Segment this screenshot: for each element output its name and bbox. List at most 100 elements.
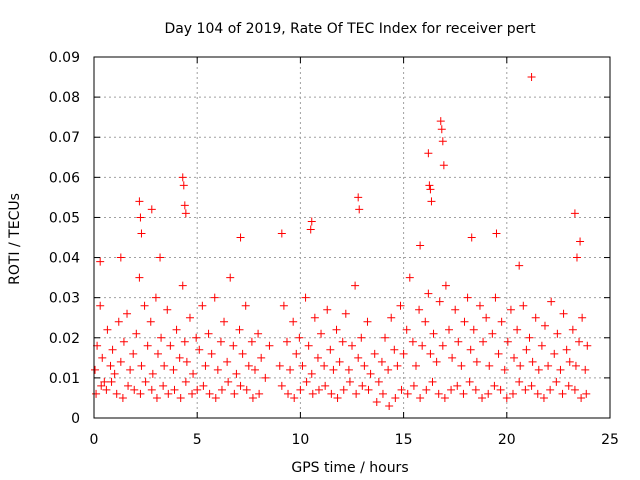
data-point <box>152 393 161 402</box>
data-point <box>527 73 536 82</box>
data-point <box>459 389 468 398</box>
data-point <box>242 385 251 394</box>
data-point <box>506 305 515 314</box>
data-point <box>284 389 293 398</box>
data-point <box>230 389 239 398</box>
data-point <box>147 205 156 214</box>
data-point <box>213 365 222 374</box>
data-point <box>192 333 201 342</box>
plot-frame <box>93 56 611 419</box>
data-point <box>123 309 132 318</box>
data-point <box>510 353 519 362</box>
data-point <box>485 361 494 370</box>
data-point <box>366 369 375 378</box>
data-point <box>98 353 107 362</box>
data-point <box>426 185 435 194</box>
data-point <box>460 317 469 326</box>
data-point <box>370 349 379 358</box>
data-point <box>296 385 305 394</box>
data-point <box>424 289 433 298</box>
y-tick-label: 0.02 <box>49 331 80 347</box>
data-point <box>241 301 250 310</box>
x-tick-label: 20 <box>498 432 516 448</box>
data-point <box>539 393 548 402</box>
data-point <box>396 301 405 310</box>
data-point <box>377 357 386 366</box>
data-point <box>577 393 586 402</box>
y-tick-label: 0.08 <box>49 90 80 106</box>
data-point <box>466 345 475 354</box>
data-point <box>326 345 335 354</box>
data-point <box>102 385 111 394</box>
y-tick-label: 0 <box>71 411 80 427</box>
data-point <box>229 341 238 350</box>
data-point <box>408 337 417 346</box>
data-point <box>107 377 116 386</box>
x-tick-label: 5 <box>193 432 202 448</box>
data-point <box>387 313 396 322</box>
data-point <box>298 361 307 370</box>
data-point <box>553 329 562 338</box>
data-point <box>257 353 266 362</box>
x-tick-label: 0 <box>90 432 99 448</box>
data-point <box>290 393 299 402</box>
data-point <box>329 365 338 374</box>
data-point <box>250 365 259 374</box>
data-point <box>119 337 128 346</box>
data-point <box>166 341 175 350</box>
data-point <box>129 349 138 358</box>
data-point <box>384 365 393 374</box>
data-point <box>354 193 363 202</box>
x-axis-label: GPS time / hours <box>291 460 408 476</box>
data-point <box>157 333 166 342</box>
data-point <box>160 361 169 370</box>
data-point <box>358 381 367 390</box>
data-point <box>438 341 447 350</box>
data-point <box>112 389 121 398</box>
y-tick-label: 0.09 <box>49 50 80 66</box>
data-point <box>454 337 463 346</box>
data-point <box>304 341 313 350</box>
data-point <box>323 305 332 314</box>
data-point <box>199 381 208 390</box>
data-point <box>333 393 342 402</box>
data-point <box>411 361 420 370</box>
data-point <box>559 309 568 318</box>
data-point <box>321 381 330 390</box>
data-point <box>189 369 198 378</box>
data-point <box>583 341 592 350</box>
data-point <box>475 301 484 310</box>
data-point <box>275 361 284 370</box>
data-point <box>148 369 157 378</box>
data-point <box>124 381 133 390</box>
data-point <box>572 253 581 262</box>
data-point <box>178 173 187 182</box>
data-point <box>516 361 525 370</box>
data-point <box>570 385 579 394</box>
data-point <box>277 229 286 238</box>
data-point <box>114 317 123 326</box>
data-point <box>180 201 189 210</box>
data-point <box>170 385 179 394</box>
x-tick-label: 25 <box>601 432 619 448</box>
data-point <box>193 385 202 394</box>
data-point <box>537 341 546 350</box>
data-point <box>332 325 341 334</box>
data-point <box>436 117 445 126</box>
data-point <box>416 393 425 402</box>
data-point <box>472 357 481 366</box>
data-point <box>441 281 450 290</box>
data-point <box>515 261 524 270</box>
data-point <box>180 337 189 346</box>
data-point <box>96 301 105 310</box>
data-point <box>491 293 500 302</box>
data-point <box>434 389 443 398</box>
data-point <box>116 357 125 366</box>
data-point <box>236 233 245 242</box>
data-point <box>372 397 381 406</box>
data-point <box>172 325 181 334</box>
data-point <box>571 361 580 370</box>
data-point <box>352 389 361 398</box>
data-point <box>378 389 387 398</box>
data-point <box>132 329 141 338</box>
